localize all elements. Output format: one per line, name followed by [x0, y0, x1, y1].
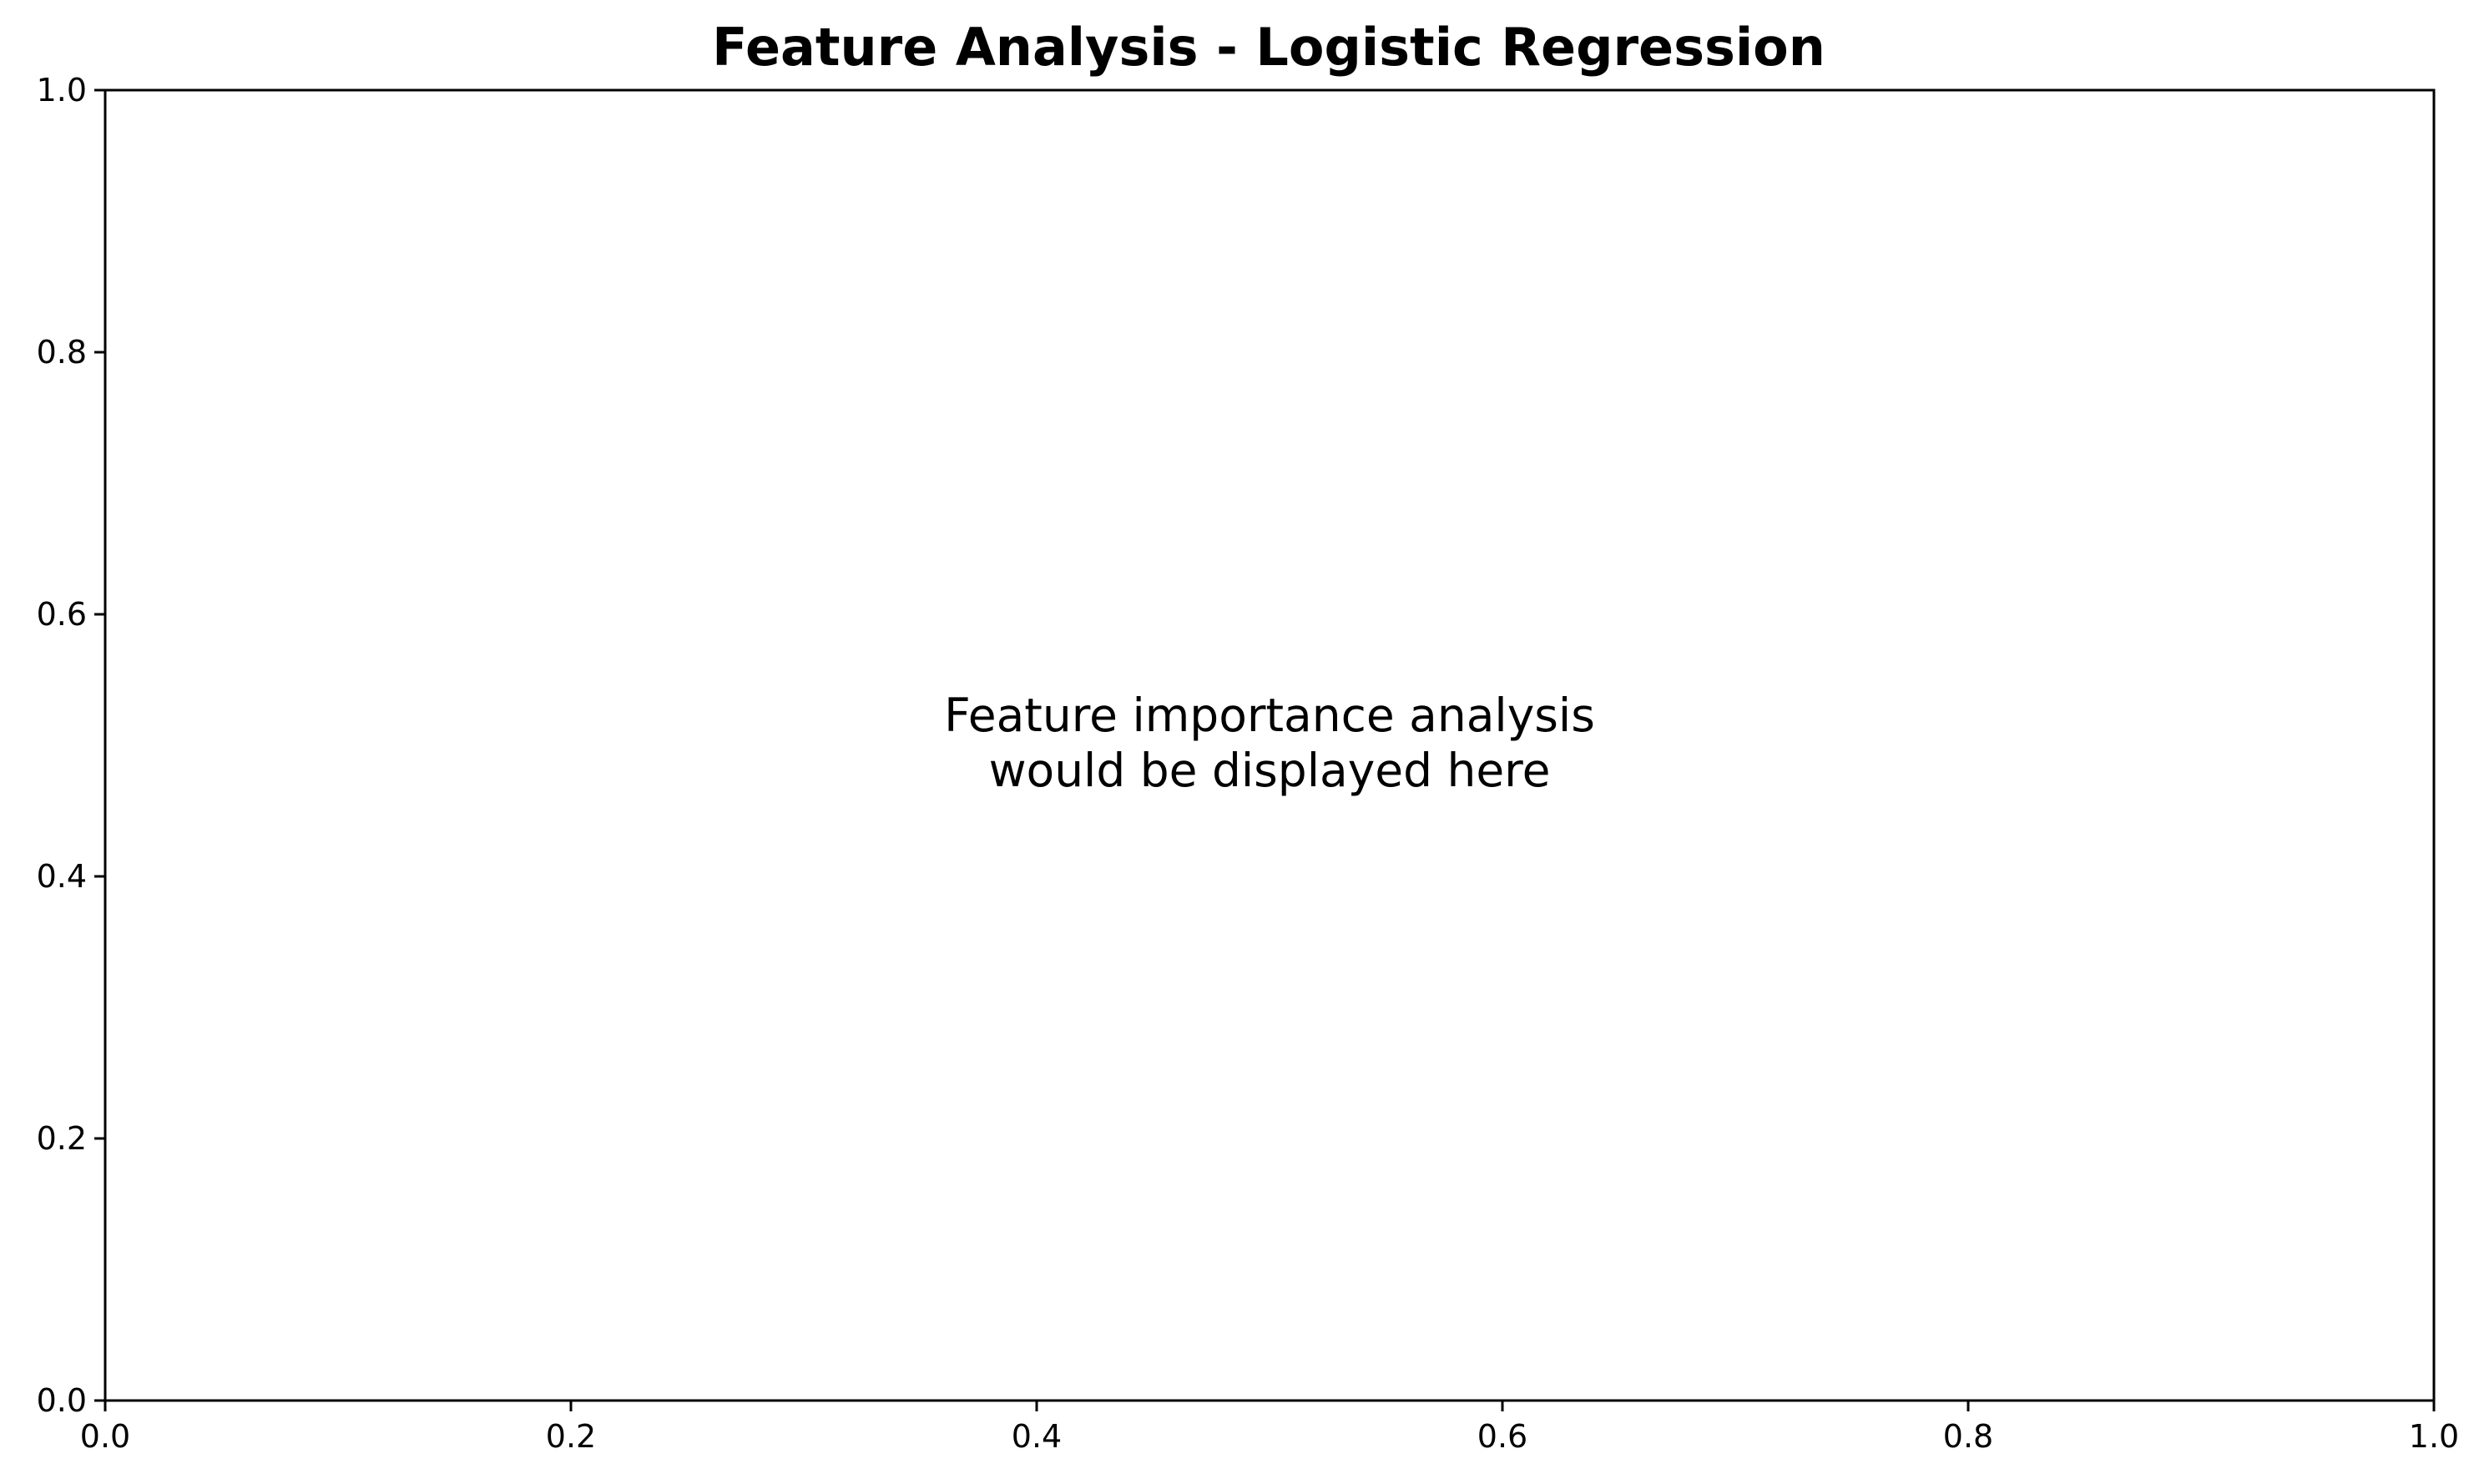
annotation-line-2: would be displayed here — [989, 744, 1551, 797]
x-tick-label: 1.0 — [2409, 1418, 2459, 1455]
y-tick-label: 1.0 — [37, 72, 87, 109]
y-tick-label: 0.2 — [37, 1120, 87, 1157]
x-tick-label: 0.0 — [80, 1418, 130, 1455]
x-tick-label: 0.4 — [1012, 1418, 1062, 1455]
plot-area-frame — [104, 88, 2436, 1402]
y-tick-label: 0.6 — [37, 596, 87, 633]
chart-title: Feature Analysis - Logistic Regression — [712, 17, 1825, 78]
y-axis-ticks: 0.0 0.2 0.4 0.6 0.8 1.0 — [37, 72, 105, 1419]
y-tick-label: 0.8 — [37, 334, 87, 371]
y-tick-label: 0.0 — [37, 1382, 87, 1419]
x-tick-label: 0.2 — [546, 1418, 596, 1455]
x-tick-label: 0.8 — [1943, 1418, 1993, 1455]
x-tick-label: 0.6 — [1477, 1418, 1527, 1455]
annotation-line-1: Feature importance analysis — [944, 689, 1595, 742]
y-tick-label: 0.4 — [37, 858, 87, 895]
x-axis-ticks: 0.0 0.2 0.4 0.6 0.8 1.0 — [80, 1401, 2459, 1455]
